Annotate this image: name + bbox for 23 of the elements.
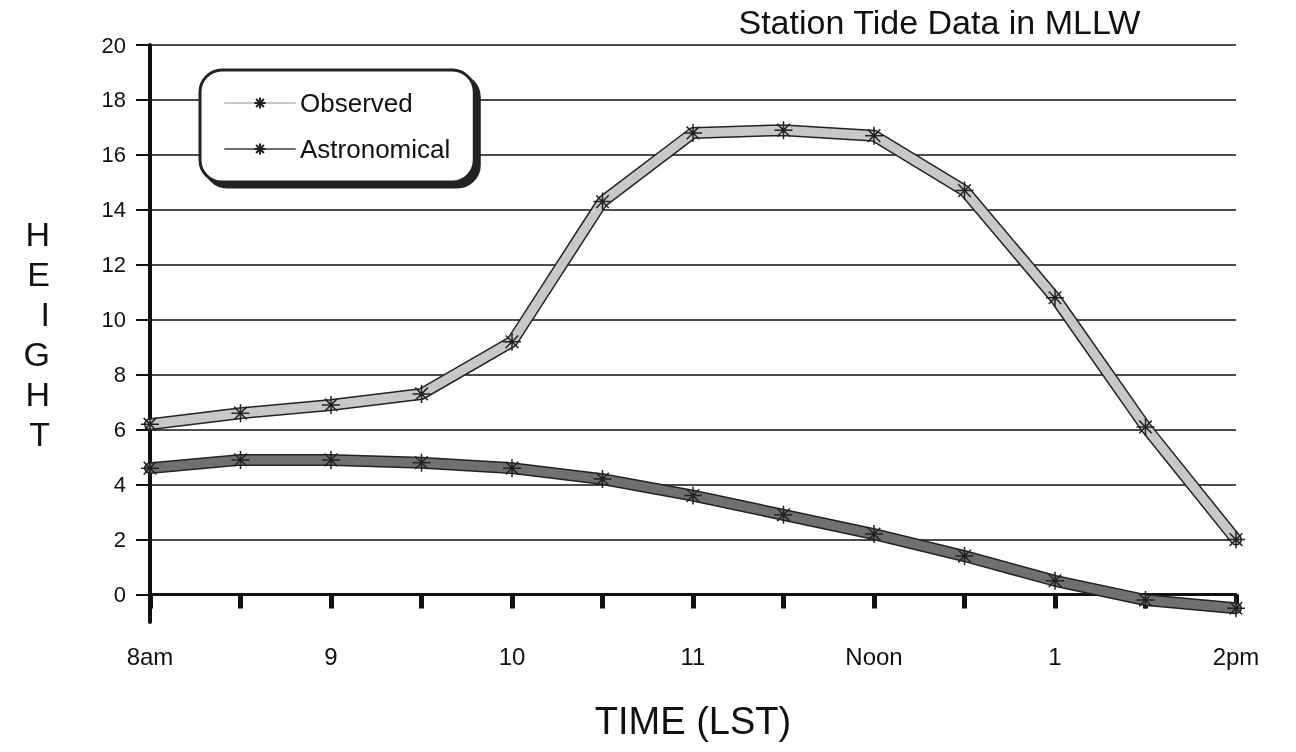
- legend-label: Observed: [300, 88, 413, 118]
- y-tick-label: 18: [101, 87, 126, 113]
- x-tick-label: 10: [498, 642, 526, 670]
- y-tick-label: 4: [113, 472, 126, 498]
- y-tick-label: 20: [101, 32, 126, 58]
- chart-title: Station Tide Data in MLLW: [738, 3, 1141, 41]
- y-tick-label: 12: [101, 252, 126, 278]
- y-tick-label: 2: [113, 527, 126, 553]
- y-tick-label: 14: [101, 197, 126, 223]
- x-tick-label: 9: [324, 642, 338, 670]
- x-tick-label: Noon: [845, 642, 903, 670]
- legend-label: Astronomical: [300, 134, 451, 164]
- y-tick-label: 10: [101, 307, 126, 333]
- y-tick-label: 8: [113, 362, 126, 388]
- x-tick-label: 11: [680, 642, 706, 670]
- x-axis-title: TIME (LST): [594, 700, 792, 742]
- x-tick-label: 1: [1048, 642, 1062, 670]
- y-axis-title: HEIGHT: [23, 214, 50, 453]
- y-tick-label: 16: [101, 142, 126, 168]
- x-tick-label: 8am: [126, 642, 174, 670]
- y-tick-label: 6: [113, 417, 126, 443]
- x-tick-label: 2pm: [1212, 642, 1260, 670]
- y-tick-label: 0: [113, 582, 126, 608]
